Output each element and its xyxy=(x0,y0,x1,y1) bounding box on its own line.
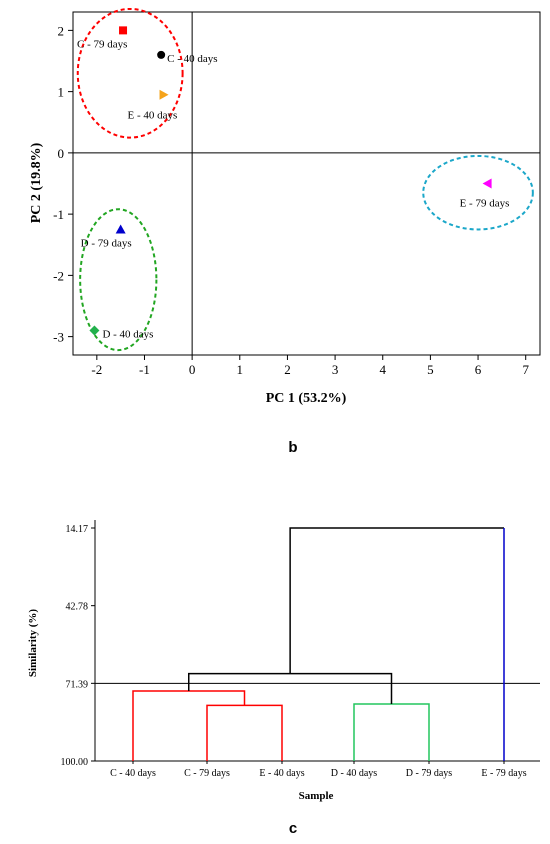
pca-x-tick-label: 5 xyxy=(427,362,434,377)
panel-label-b: b xyxy=(288,439,297,456)
dendrogram-link xyxy=(353,703,430,761)
dendrogram-y-axis-label: Similarity (%) xyxy=(27,609,39,677)
pca-point xyxy=(157,50,166,59)
pca-cluster-ellipse xyxy=(76,7,184,139)
dendrogram-x-axis-label: Sample xyxy=(299,790,334,802)
dendrogram-leaf-label: C - 40 days xyxy=(110,768,156,779)
pca-plot-frame xyxy=(72,11,541,356)
pca-point-label: E - 79 days xyxy=(460,198,510,210)
panel-label-c: c xyxy=(289,820,297,837)
pca-point xyxy=(119,26,128,35)
pca-chart: -2 -1 0 1 2 3 4 5 6 7 2 1 0 -1 -2 -3 C - 79 days C - 40 … xyxy=(29,7,541,406)
pca-point xyxy=(89,325,100,336)
dendrogram-y-tick-label: 14.17 xyxy=(66,524,89,535)
dendrogram-chart: 14.17 42.78 71.39 100.00 C - 40 days C - 79 d… xyxy=(27,520,540,802)
pca-y-tick-label: 2 xyxy=(58,23,65,38)
pca-x-tick-label: 1 xyxy=(237,362,244,377)
dendrogram-link xyxy=(289,527,504,674)
dendrogram-link xyxy=(206,704,283,761)
pca-point-label: C - 40 days xyxy=(167,53,217,65)
pca-x-tick-label: 0 xyxy=(189,362,196,377)
pca-cluster-ellipse xyxy=(79,208,158,352)
dendrogram-link xyxy=(132,690,246,761)
pca-y-tick-label: -3 xyxy=(53,330,64,345)
pca-y-tick-label: -2 xyxy=(53,268,64,283)
dendrogram-leaf-label: C - 79 days xyxy=(184,768,230,779)
pca-point xyxy=(115,224,126,234)
pca-point-label: C - 79 days xyxy=(77,38,127,50)
pca-point-label: D - 79 days xyxy=(81,237,132,249)
pca-y-axis-label: PC 2 (19.8%) xyxy=(29,142,44,223)
pca-point-label: E - 40 days xyxy=(128,110,178,122)
pca-y-tick-label: 0 xyxy=(58,146,65,161)
pca-point xyxy=(482,178,492,189)
pca-x-tick-label: 3 xyxy=(332,362,339,377)
dendrogram-leaf-label: E - 79 days xyxy=(481,768,526,779)
pca-x-tick-label: -2 xyxy=(91,362,102,377)
dendrogram-y-tick-label: 100.00 xyxy=(61,757,89,768)
dendrogram-link xyxy=(188,672,393,704)
dendrogram-leaf-label: D - 40 days xyxy=(331,768,377,779)
pca-x-tick-label: -1 xyxy=(139,362,150,377)
pca-x-tick-label: 4 xyxy=(379,362,386,377)
dendrogram-leaf-label: D - 79 days xyxy=(406,768,452,779)
pca-x-tick-label: 6 xyxy=(475,362,482,377)
pca-x-axis-label: PC 1 (53.2%) xyxy=(266,391,347,406)
pca-x-tick-label: 7 xyxy=(522,362,529,377)
pca-x-tick-label: 2 xyxy=(284,362,291,377)
dendrogram-leaf-label: E - 40 days xyxy=(259,768,304,779)
pca-point-label: D - 40 days xyxy=(102,329,153,341)
pca-y-tick-label: -1 xyxy=(53,207,64,222)
pca-point xyxy=(159,89,169,100)
pca-y-tick-label: 1 xyxy=(58,85,65,100)
pca-cluster-ellipse xyxy=(422,154,534,231)
dendrogram-y-tick-label: 71.39 xyxy=(66,679,89,690)
dendrogram-y-tick-label: 42.78 xyxy=(66,602,89,613)
